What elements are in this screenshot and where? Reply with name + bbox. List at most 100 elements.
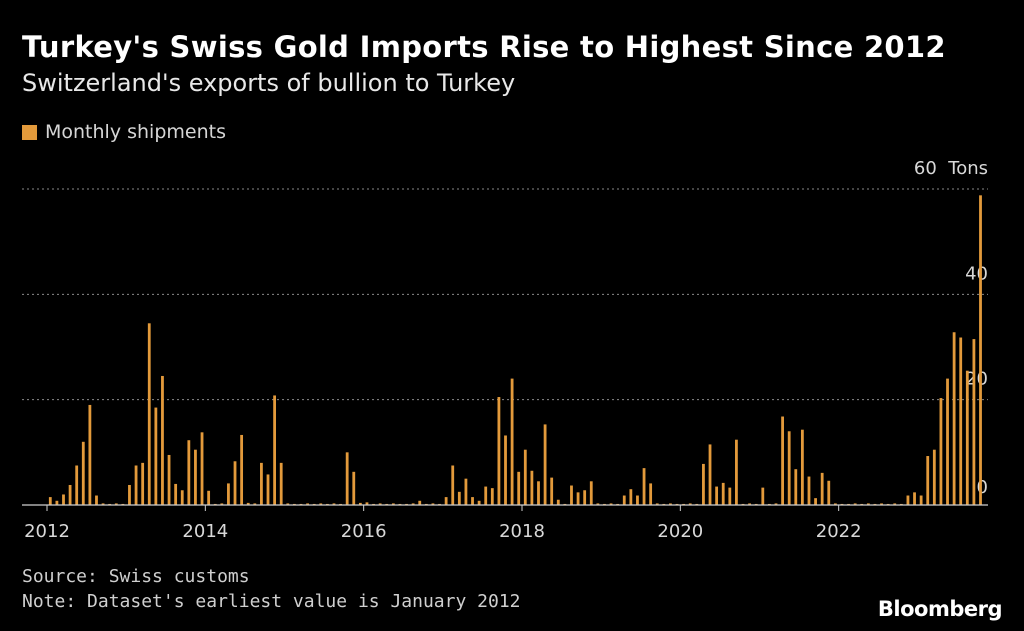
y-tick-label: 40 [965,263,988,284]
bar [530,470,534,505]
bar [260,462,263,505]
bar [411,503,415,505]
bar [167,454,171,505]
bar [781,416,784,505]
bar [906,495,910,505]
bar [134,465,138,505]
bar [227,483,230,505]
bar [457,491,461,505]
bar [306,503,309,505]
bar [352,471,356,505]
bar [735,439,738,505]
x-tick-label: 2022 [816,521,862,542]
x-tick-label: 2020 [657,521,703,542]
bar [180,490,184,505]
bar [576,492,580,505]
bar [504,435,507,505]
bar [952,332,956,505]
bar [728,487,732,505]
y-tick-label: 20 [965,369,988,390]
bar [761,487,765,505]
bar [141,462,145,505]
bar [939,398,943,505]
bar [570,485,573,505]
chart-title: Turkey's Swiss Gold Imports Rise to High… [22,30,946,64]
bar [444,497,448,505]
x-tick-label: 2014 [182,521,228,542]
bar [187,440,191,505]
bar [596,503,600,505]
bar [246,502,250,505]
bar [794,469,798,505]
bar [319,503,323,505]
bar [358,502,362,505]
bar [965,370,969,505]
source-note: Source: Swiss customs [22,566,250,587]
bar [583,490,587,505]
bar [431,503,435,505]
bar [365,502,369,505]
bar [807,476,811,505]
bar [523,449,527,505]
bar [814,498,817,505]
bar [913,492,916,505]
bar [154,407,158,505]
bar [880,503,883,505]
bar [273,395,277,505]
bar [88,404,92,505]
bar [787,431,791,505]
bar [451,465,455,505]
bar [114,503,118,505]
y-tick-label: 0 [977,477,988,498]
bar [490,488,494,505]
bar [688,503,692,505]
x-tick-label: 2018 [499,521,545,542]
bar [194,449,197,505]
bar [893,503,897,505]
bar [477,500,481,505]
bar [75,465,79,505]
bar [332,503,336,505]
bar [800,429,804,505]
bar [220,503,224,505]
bar [550,477,554,505]
bar [774,503,778,505]
bar [866,503,870,505]
bar [537,481,540,505]
bar [589,481,593,505]
bar [233,461,237,505]
bar [669,503,672,505]
legend-label: Monthly shipments [45,121,226,143]
legend: Monthly shipments [22,121,226,143]
bar [286,503,290,505]
bar [497,397,501,505]
bar [655,503,659,505]
bar [708,444,712,505]
bar [207,490,211,505]
x-tick-label: 2016 [341,521,387,542]
bar [919,495,923,505]
bar [95,495,98,505]
bar [622,495,626,505]
bar [48,497,52,505]
bar [979,195,982,505]
bar [240,434,244,505]
bar [279,462,283,505]
y-tick-label: 60 Tons [914,158,988,179]
bar [556,499,560,505]
bar [266,474,270,505]
bar [517,471,521,505]
bar [543,424,547,505]
bar [418,500,422,505]
chart-subtitle: Switzerland's exports of bullion to Turk… [22,69,516,97]
legend-swatch [22,124,37,140]
dataset-note: Note: Dataset's earliest value is Januar… [22,591,521,612]
x-tick-label: 2012 [24,521,70,542]
bar [853,503,857,505]
bar [649,483,653,505]
bar [715,486,719,505]
bar [471,497,474,505]
bar [128,484,131,505]
bar [391,503,395,505]
